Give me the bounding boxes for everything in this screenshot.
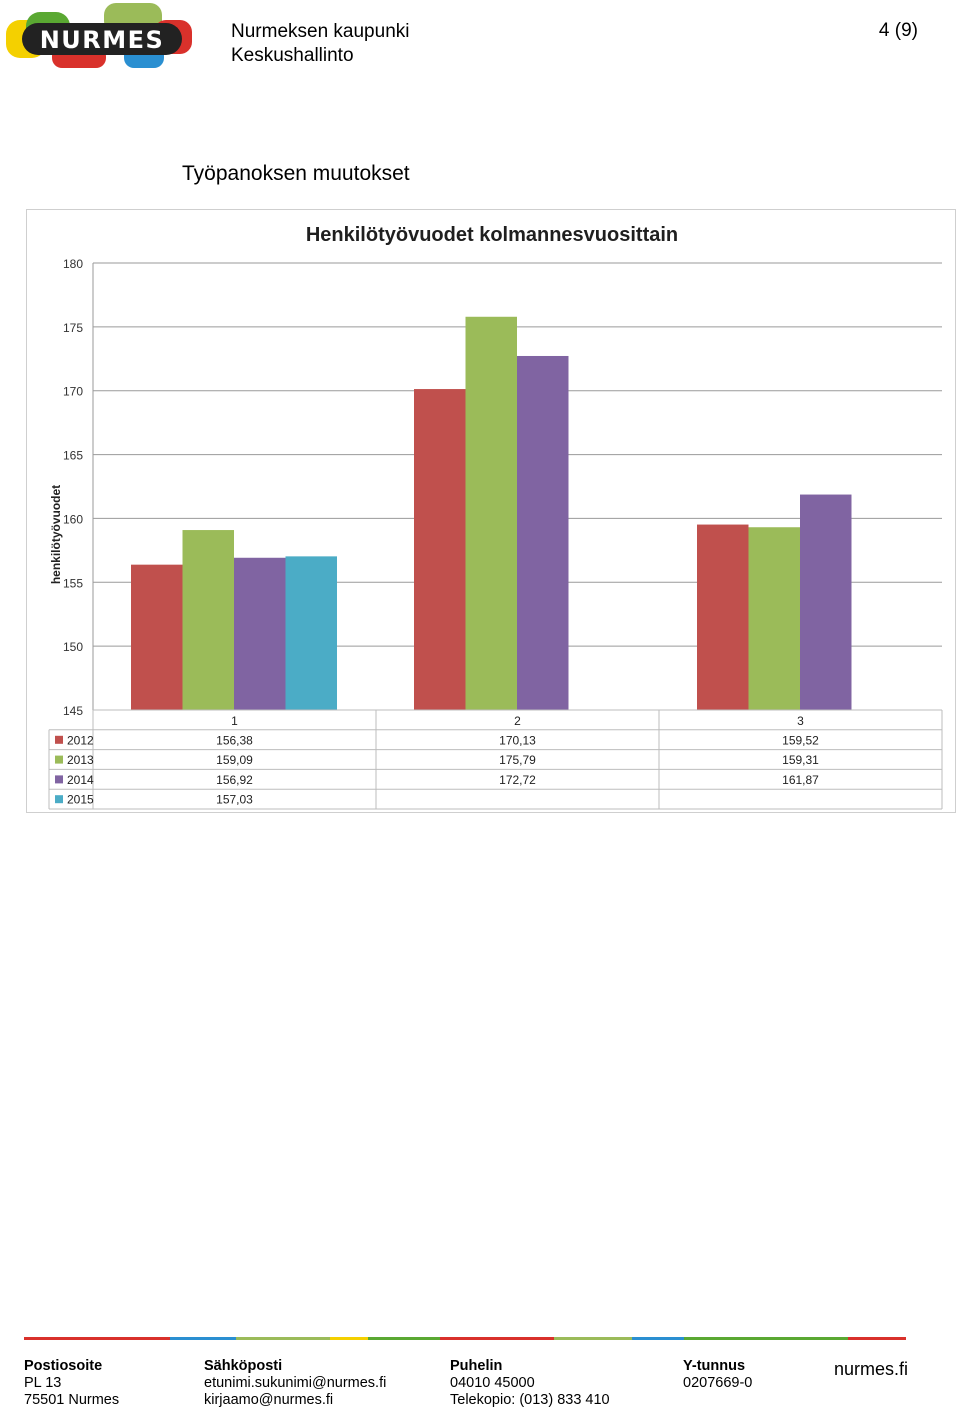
bar-chart: Henkilötyövuodet kolmannesvuosittain 145 1…	[48, 224, 943, 810]
footer-postal-heading: Postiosoite	[24, 1358, 103, 1374]
org-unit: Keskushallinto	[231, 45, 354, 66]
logo-graphic: NURMES	[6, 3, 192, 68]
footer-color-segment	[440, 1337, 554, 1340]
footer-color-segment	[554, 1337, 632, 1340]
logo-text: NURMES	[40, 26, 165, 54]
footer-email-registry: kirjaamo@nurmes.fi	[204, 1392, 334, 1408]
footer-color-segment	[684, 1337, 848, 1340]
bar-2012-3	[697, 524, 749, 710]
legend-label: 2013	[67, 753, 94, 767]
nurmes-logo: NURMES	[4, 2, 194, 70]
footer-email-personal: etunimi.sukunimi@nurmes.fi	[204, 1375, 387, 1391]
bar-2013-1	[182, 530, 234, 710]
footer-color-segment	[236, 1337, 330, 1340]
footer-color-segment	[368, 1337, 440, 1340]
footer-business-id: Y-tunnus 0207669-0	[683, 1358, 752, 1392]
legend-swatch-2012	[55, 735, 63, 744]
legend-label: 2015	[67, 793, 94, 807]
data-label: 156,38	[216, 733, 253, 747]
data-label: 157,03	[216, 793, 253, 807]
y-tick-label: 165	[63, 449, 83, 463]
section-heading: Työpanoksen muutokset	[182, 162, 410, 185]
data-label: 156,92	[216, 773, 253, 787]
org-name: Nurmeksen kaupunki	[231, 21, 410, 42]
legend-swatch-2014	[55, 775, 63, 784]
y-tick-label: 150	[63, 640, 83, 654]
footer-color-bar	[24, 1337, 906, 1340]
bar-2014-1	[234, 557, 286, 710]
footer-color-segment	[170, 1337, 236, 1340]
y-tick-label: 145	[63, 704, 83, 718]
page-number: 4 (9)	[878, 20, 918, 41]
org-info: Nurmeksen kaupunki Keskushallinto	[231, 20, 409, 68]
data-label: 161,87	[782, 773, 819, 787]
chart-title: Henkilötyövuodet kolmannesvuosittain	[306, 224, 678, 246]
legend-swatch-2015	[55, 795, 63, 804]
y-tick-label: 155	[63, 576, 83, 590]
bar-2012-2	[414, 389, 466, 710]
y-tick-label: 175	[63, 321, 83, 335]
footer-phone-number: 04010 45000	[450, 1375, 535, 1391]
bar-2014-2	[517, 355, 569, 710]
footer-email: Sähköposti etunimi.sukunimi@nurmes.fi ki…	[204, 1358, 386, 1409]
y-tick-label: 160	[63, 512, 83, 526]
data-label: 159,09	[216, 753, 253, 767]
data-label: 170,13	[499, 733, 536, 747]
footer-postal-box: PL 13	[24, 1375, 62, 1391]
y-tick-label: 170	[63, 385, 83, 399]
footer-color-segment	[632, 1337, 684, 1340]
footer-website: nurmes.fi	[834, 1359, 909, 1379]
y-axis-label: henkilötyövuodet	[49, 485, 63, 584]
bar-2013-2	[465, 316, 517, 710]
chart-frame: Henkilötyövuodet kolmannesvuosittain 145 1…	[26, 209, 956, 813]
data-label: 159,52	[782, 733, 819, 747]
data-label: 172,72	[499, 773, 536, 787]
footer-color-segment	[330, 1337, 368, 1340]
bar-2014-3	[800, 494, 852, 710]
data-label: 175,79	[499, 753, 536, 767]
bar-2013-3	[748, 527, 800, 710]
footer-color-segment	[848, 1337, 906, 1340]
data-label: 159,31	[782, 753, 819, 767]
y-tick-label: 180	[63, 257, 83, 271]
footer-business-id-heading: Y-tunnus	[683, 1358, 746, 1374]
bar-2012-1	[131, 564, 183, 710]
bar-2015-1	[285, 556, 337, 710]
footer-postal-city: 75501 Nurmes	[24, 1392, 120, 1408]
legend-label: 2012	[67, 733, 94, 747]
legend-swatch-2013	[55, 755, 63, 764]
footer-phone: Puhelin 04010 45000 Telekopio: (013) 833…	[450, 1358, 610, 1409]
footer-color-segment	[24, 1337, 170, 1340]
footer-fax-number: Telekopio: (013) 833 410	[450, 1392, 610, 1408]
x-category-label: 1	[231, 714, 238, 728]
x-category-label: 3	[797, 714, 804, 728]
footer-phone-heading: Puhelin	[450, 1358, 503, 1374]
x-category-label: 2	[514, 714, 521, 728]
footer-business-id-value: 0207669-0	[683, 1375, 753, 1391]
footer-postal: Postiosoite PL 13 75501 Nurmes	[24, 1358, 119, 1409]
footer-email-heading: Sähköposti	[204, 1358, 283, 1374]
legend-label: 2014	[67, 773, 94, 787]
